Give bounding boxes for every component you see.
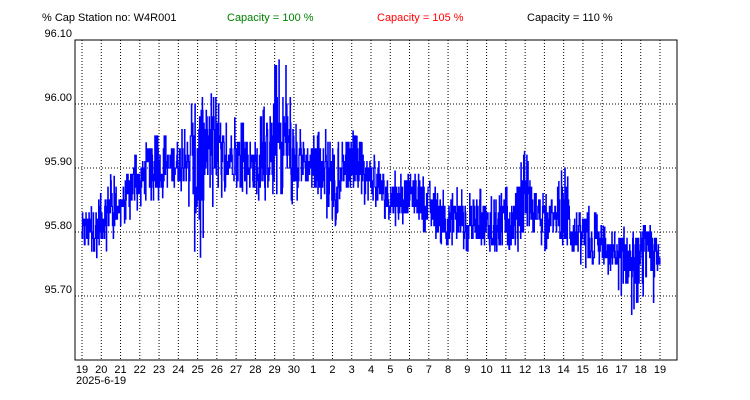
x-tick-label: 29 <box>269 364 281 376</box>
capacity-series-line <box>81 59 661 315</box>
start-date-label: 2025-6-19 <box>76 375 127 387</box>
x-tick-label: 19 <box>654 364 666 376</box>
x-tick-label: 21 <box>114 364 126 376</box>
x-tick-label: 15 <box>577 364 589 376</box>
x-tick-label: 10 <box>480 364 492 376</box>
x-tick-label: 27 <box>230 364 242 376</box>
x-tick-label: 26 <box>211 364 223 376</box>
x-tick-label: 12 <box>519 364 531 376</box>
x-tick-label: 5 <box>387 364 393 376</box>
x-tick-label: 25 <box>191 364 203 376</box>
x-tick-label: 7 <box>426 364 432 376</box>
x-tick-label: 24 <box>172 364 184 376</box>
x-tick-label: 1 <box>310 364 316 376</box>
x-tick-label: 13 <box>538 364 550 376</box>
x-tick-label: 20 <box>95 364 107 376</box>
x-tick-label: 16 <box>596 364 608 376</box>
y-axis-label: % Cap <box>42 12 76 24</box>
station-label: Station no: W4R001 <box>78 12 177 24</box>
x-tick-label: 9 <box>464 364 470 376</box>
x-tick-label: 14 <box>558 364 570 376</box>
y-tick-label: 96.10 <box>44 28 72 40</box>
x-tick-label: 8 <box>445 364 451 376</box>
y-tick-label: 96.00 <box>44 92 72 104</box>
x-tick-label: 22 <box>134 364 146 376</box>
x-tick-label: 3 <box>349 364 355 376</box>
y-tick-label: 95.90 <box>44 156 72 168</box>
legend-capacity-105: Capacity = 105 % <box>377 12 464 24</box>
legend-capacity-100: Capacity = 100 % <box>227 12 314 24</box>
x-tick-label: 19 <box>76 364 88 376</box>
x-tick-label: 23 <box>153 364 165 376</box>
y-tick-label: 95.70 <box>44 284 72 296</box>
x-tick-label: 6 <box>406 364 412 376</box>
x-tick-label: 4 <box>368 364 374 376</box>
x-tick-label: 11 <box>500 364 511 376</box>
x-tick-label: 2 <box>329 364 335 376</box>
y-tick-label: 95.80 <box>44 220 72 232</box>
x-tick-label: 18 <box>635 364 647 376</box>
x-tick-label: 17 <box>615 364 627 376</box>
x-tick-label: 30 <box>288 364 300 376</box>
x-tick-label: 28 <box>249 364 261 376</box>
legend-capacity-110: Capacity = 110 % <box>527 12 613 24</box>
